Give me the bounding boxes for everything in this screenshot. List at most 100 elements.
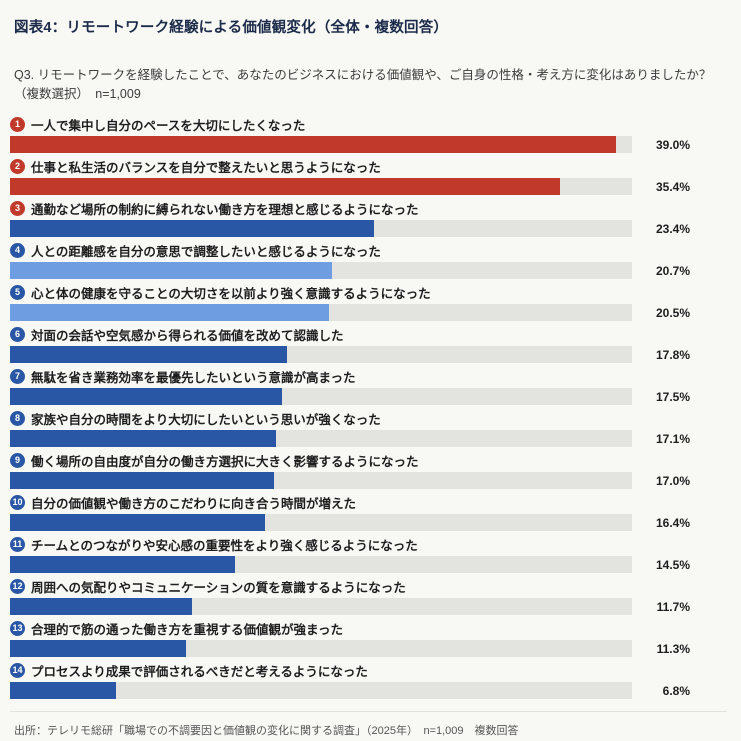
bar-row-header: 7 無駄を省き業務効率を最優先したいという意識が高まった — [10, 367, 727, 385]
bar-track — [10, 178, 632, 195]
item-label: 仕事と私生活のバランスを自分で整えたいと思うようになった — [31, 160, 381, 175]
value-label: 39.0% — [655, 137, 690, 152]
bar-row-header: 3 通勤など場所の制約に縛られない働き方を理想と感じるようになった — [10, 199, 727, 217]
bar-line: 20.5% — [10, 304, 727, 321]
bar-fill — [10, 556, 236, 573]
rank-badge: 13 — [10, 620, 25, 636]
bar-line: 17.5% — [10, 388, 727, 405]
bar-row-header: 14 プロセスより成果で評価されるべきだと考えるようになった — [10, 661, 727, 679]
item-label: プロセスより成果で評価されるべきだと考えるようになった — [31, 664, 368, 679]
item-label: 通勤など場所の制約に縛られない働き方を理想と感じるようになった — [31, 202, 419, 217]
bar-row: 6 対面の会話や空気感から得られる価値を改めて認識した 17.8% — [10, 325, 727, 363]
value-label: 6.8% — [662, 683, 690, 698]
item-label: 一人で集中し自分のペースを大切にしたくなった — [31, 118, 306, 133]
bar-fill — [10, 220, 374, 237]
bar-track — [10, 304, 632, 321]
bar-track — [10, 556, 632, 573]
bar-row: 11 チームとのつながりや安心感の重要性をより強く感じるようになった 14.5% — [10, 535, 727, 573]
bar-track — [10, 388, 632, 405]
bar-line: 16.4% — [10, 514, 727, 531]
bar-row: 5 心と体の健康を守ることの大切さを以前より強く意識するようになった 20.5% — [10, 283, 727, 321]
item-label: 自分の価値観や働き方のこだわりに向き合う時間が増えた — [31, 496, 357, 511]
rank-badge: 5 — [10, 284, 25, 300]
bar-row: 12 周囲への気配りやコミュニケーションの質を意識するようになった 11.7% — [10, 577, 727, 615]
bar-row-header: 8 家族や自分の時間をより大切にしたいという思いが強くなった — [10, 409, 727, 427]
bar-row: 9 働く場所の自由度が自分の働き方選択に大きく影響するようになった 17.0% — [10, 451, 727, 489]
value-label: 17.0% — [655, 473, 690, 488]
item-label: 家族や自分の時間をより大切にしたいという思いが強くなった — [31, 412, 381, 427]
bar-line: 20.7% — [10, 262, 727, 279]
bar-fill — [10, 262, 332, 279]
item-label: 周囲への気配りやコミュニケーションの質を意識するようになった — [31, 580, 406, 595]
rank-badge: 2 — [10, 158, 25, 174]
bar-row-header: 9 働く場所の自由度が自分の働き方選択に大きく影響するようになった — [10, 451, 727, 469]
bar-fill — [10, 388, 283, 405]
bar-track — [10, 640, 632, 657]
value-label: 35.4% — [655, 179, 690, 194]
value-label: 16.4% — [655, 515, 690, 530]
rank-badge: 4 — [10, 242, 25, 258]
value-label: 17.5% — [655, 389, 690, 404]
bar-row-header: 11 チームとのつながりや安心感の重要性をより強く感じるようになった — [10, 535, 727, 553]
value-label: 17.1% — [655, 431, 690, 446]
bar-track — [10, 262, 632, 279]
bar-fill — [10, 682, 116, 699]
bar-rows: 1 一人で集中し自分のペースを大切にしたくなった 39.0% 2 仕事と私生活の… — [10, 115, 727, 699]
item-label: 心と体の健康を守ることの大切さを以前より強く意識するようになった — [31, 286, 431, 301]
value-label: 14.5% — [655, 557, 690, 572]
bar-track — [10, 514, 632, 531]
bar-line: 17.8% — [10, 346, 727, 363]
bar-track — [10, 472, 632, 489]
bar-fill — [10, 514, 266, 531]
value-label: 20.7% — [655, 263, 690, 278]
item-label: チームとのつながりや安心感の重要性をより強く感じるようになった — [31, 538, 418, 553]
rank-badge: 6 — [10, 326, 25, 342]
item-label: 人との距離感を自分の意思で調整したいと感じるようになった — [31, 244, 381, 259]
value-label: 11.3% — [656, 641, 690, 656]
bar-fill — [10, 178, 561, 195]
rank-badge: 7 — [10, 368, 25, 384]
bar-row: 2 仕事と私生活のバランスを自分で整えたいと思うようになった 35.4% — [10, 157, 727, 195]
bar-fill — [10, 472, 275, 489]
bar-fill — [10, 598, 192, 615]
rank-badge: 12 — [10, 578, 25, 594]
bar-row: 1 一人で集中し自分のペースを大切にしたくなった 39.0% — [10, 115, 727, 153]
rank-badge: 9 — [10, 452, 25, 468]
bar-row-header: 6 対面の会話や空気感から得られる価値を改めて認識した — [10, 325, 727, 343]
rank-badge: 11 — [10, 536, 25, 552]
source-note: 出所：テレリモ総研「職場での不調要因と価値観の変化に関する調査」（2025年） … — [10, 711, 727, 738]
bar-line: 17.1% — [10, 430, 727, 447]
bar-track — [10, 430, 632, 447]
bar-row: 7 無駄を省き業務効率を最優先したいという意識が高まった 17.5% — [10, 367, 727, 405]
bar-row-header: 2 仕事と私生活のバランスを自分で整えたいと思うようになった — [10, 157, 727, 175]
bar-line: 14.5% — [10, 556, 727, 573]
rank-badge: 14 — [10, 662, 25, 678]
bar-fill — [10, 304, 329, 321]
bar-row: 4 人との距離感を自分の意思で調整したいと感じるようになった 20.7% — [10, 241, 727, 279]
bar-row: 10 自分の価値観や働き方のこだわりに向き合う時間が増えた 16.4% — [10, 493, 727, 531]
item-label: 対面の会話や空気感から得られる価値を改めて認識した — [31, 328, 344, 343]
rank-badge: 10 — [10, 494, 25, 510]
chart-question: Q3. リモートワークを経験したことで、あなたのビジネスにおける価値観や、ご自身… — [14, 68, 712, 101]
bar-row: 3 通勤など場所の制約に縛られない働き方を理想と感じるようになった 23.4% — [10, 199, 727, 237]
bar-row: 8 家族や自分の時間をより大切にしたいという思いが強くなった 17.1% — [10, 409, 727, 447]
bar-row-header: 5 心と体の健康を守ることの大切さを以前より強く意識するようになった — [10, 283, 727, 301]
bar-row-header: 4 人との距離感を自分の意思で調整したいと感じるようになった — [10, 241, 727, 259]
rank-badge: 1 — [10, 116, 25, 132]
value-label: 23.4% — [655, 221, 690, 236]
bar-row-header: 12 周囲への気配りやコミュニケーションの質を意識するようになった — [10, 577, 727, 595]
rank-badge: 8 — [10, 410, 25, 426]
bar-line: 23.4% — [10, 220, 727, 237]
item-label: 無駄を省き業務効率を最優先したいという意識が高まった — [31, 370, 356, 385]
item-label: 働く場所の自由度が自分の働き方選択に大きく影響するようになった — [31, 454, 419, 469]
bar-row-header: 10 自分の価値観や働き方のこだわりに向き合う時間が増えた — [10, 493, 727, 511]
bar-track — [10, 220, 632, 237]
item-label: 合理的で筋の通った働き方を重視する価値観が強まった — [31, 622, 344, 637]
value-label: 20.5% — [655, 305, 690, 320]
bar-line: 6.8% — [10, 682, 727, 699]
value-label: 11.7% — [656, 599, 690, 614]
chart-title: 図表4：リモートワーク経験による価値観変化（全体・複数回答） — [14, 20, 449, 36]
bar-line: 17.0% — [10, 472, 727, 489]
bar-track — [10, 598, 632, 615]
